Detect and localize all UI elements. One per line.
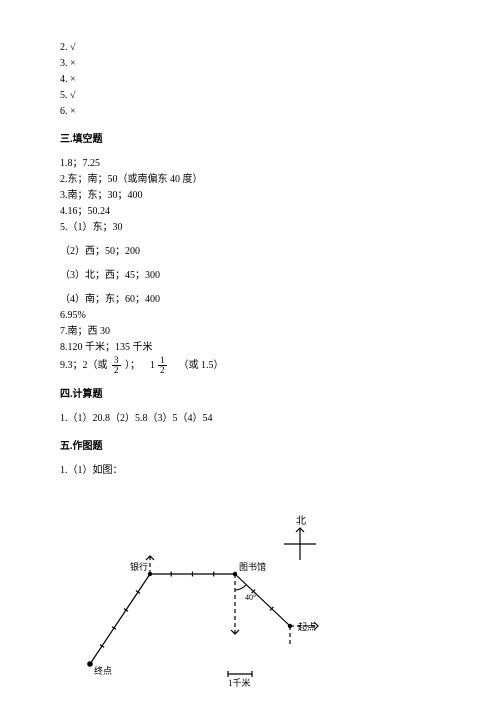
sec3-line: 5.（1）东；30: [60, 220, 440, 236]
judgement-item: 2. √: [60, 40, 440, 56]
mixed-number: 1 1 2: [150, 356, 169, 375]
svg-text:北: 北: [296, 515, 306, 527]
judgement-item: 6. ×: [60, 104, 440, 120]
whole-part: 1: [150, 358, 155, 374]
page: 2. √ 3. × 4. × 5. √ 6. × 三.填空题 1.8；7.25 …: [0, 0, 500, 720]
sec3-line: 7.南；西 30: [60, 324, 440, 340]
svg-text:银行: 银行: [130, 561, 148, 572]
sec3-line: 6.95%: [60, 308, 440, 324]
fraction: 3 2: [112, 356, 121, 375]
sec3-line: 8.120 千米；135 千米: [60, 340, 440, 356]
sec4-title: 四.计算题: [60, 387, 440, 403]
judgement-item: 4. ×: [60, 72, 440, 88]
sec5-line: 1.（1）如图：: [60, 463, 440, 479]
svg-text:起点: 起点: [298, 622, 316, 632]
sec3-line: 2.东；南；50（或南偏东 40 度）: [60, 172, 440, 188]
judgement-item: 3. ×: [60, 56, 440, 72]
text: （或 1.5）: [179, 360, 224, 371]
sec3-line: 3.南；东；30；400: [60, 188, 440, 204]
denominator: 2: [112, 366, 121, 375]
sec3-line: 1.8；7.25: [60, 156, 440, 172]
sec3-line: （4）南；东；60；400: [60, 292, 440, 308]
sec3-line: 4.16；50.24: [60, 204, 440, 220]
svg-text:图书馆: 图书馆: [239, 561, 266, 572]
sec5-title: 五.作图题: [60, 439, 440, 455]
diagram-svg: 北 40° 终点 银行 图书馆起点 1千米: [60, 494, 340, 694]
sec3-line: （2）西；50；200: [60, 244, 440, 260]
sec4-line: 1.（1）20.8（2）5.8（3）5（4）54: [60, 411, 440, 427]
judgement-item: 5. √: [60, 88, 440, 104]
sec3-line-9: 9.3；2（或 3 2 ）； 1 1 2 （或 1.5）: [60, 356, 440, 375]
svg-text:40°: 40°: [245, 593, 256, 602]
denominator: 2: [158, 366, 167, 375]
text: ）；: [125, 360, 140, 371]
fraction: 1 2: [158, 356, 167, 375]
svg-text:终点: 终点: [94, 665, 112, 676]
sec3-line: （3）北；西；45；300: [60, 268, 440, 284]
sec3-title: 三.填空题: [60, 132, 440, 148]
svg-text:1千米: 1千米: [228, 677, 251, 688]
text: 9.3；2（或: [60, 360, 108, 371]
diagram: 北 40° 终点 银行 图书馆起点 1千米: [60, 494, 440, 700]
